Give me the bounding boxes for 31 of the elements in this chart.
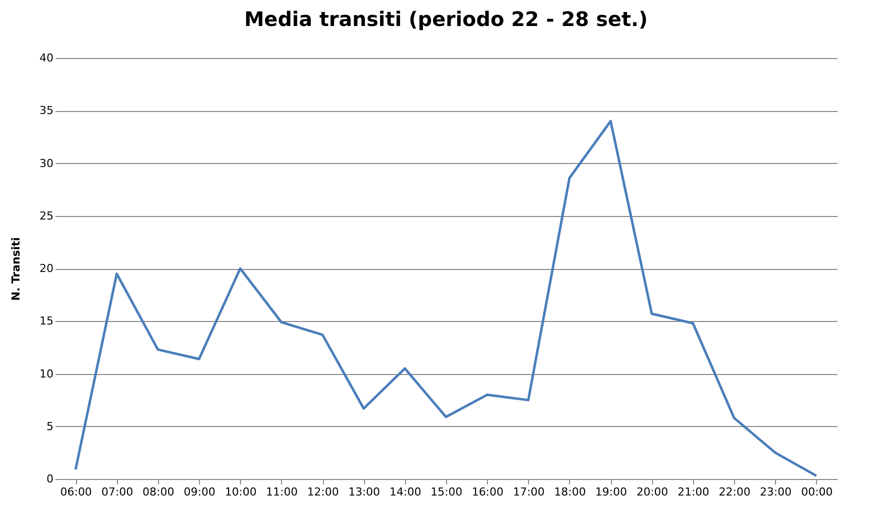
x-tick-label: 23:00	[760, 486, 792, 498]
x-tick-label: 10:00	[224, 486, 257, 498]
y-axis-title: N. Transiti	[10, 237, 23, 301]
x-tick-label: 15:00	[430, 486, 462, 498]
x-tick-label: 09:00	[184, 486, 216, 498]
y-tick-label: 0	[46, 472, 54, 486]
x-tick-label: 11:00	[266, 486, 298, 498]
x-tick-label: 22:00	[718, 486, 750, 498]
x-tick-label: 19:00	[595, 486, 627, 498]
x-tick-label: 06:00	[60, 486, 92, 498]
x-tick-label: 12:00	[307, 486, 339, 498]
x-tick-label: 14:00	[389, 486, 422, 498]
y-tick-label: 20	[40, 262, 54, 275]
x-tick-label: 16:00	[472, 486, 504, 498]
y-tick-label: 10	[40, 367, 54, 380]
y-tick-label: 40	[40, 52, 54, 64]
x-tick-label: 17:00	[512, 486, 545, 498]
y-tick-label: 5	[46, 420, 54, 433]
x-tick-label: 18:00	[554, 486, 586, 498]
x-tick-label: 08:00	[142, 486, 174, 498]
y-tick-label: 25	[40, 209, 54, 222]
y-tick-label: 30	[40, 156, 54, 170]
chart-title: Media transiti (periodo 22 - 28 set.)	[244, 7, 648, 31]
x-tick-label: 00:00	[801, 486, 833, 498]
line-series	[74, 120, 818, 478]
y-tick-label: 35	[40, 104, 54, 118]
y-tick-label: 15	[40, 314, 54, 328]
x-tick-label: 21:00	[678, 486, 710, 498]
x-tick-label: 13:00	[348, 486, 380, 498]
x-tick-label: 07:00	[101, 486, 134, 498]
x-tick-label: 20:00	[636, 486, 668, 498]
